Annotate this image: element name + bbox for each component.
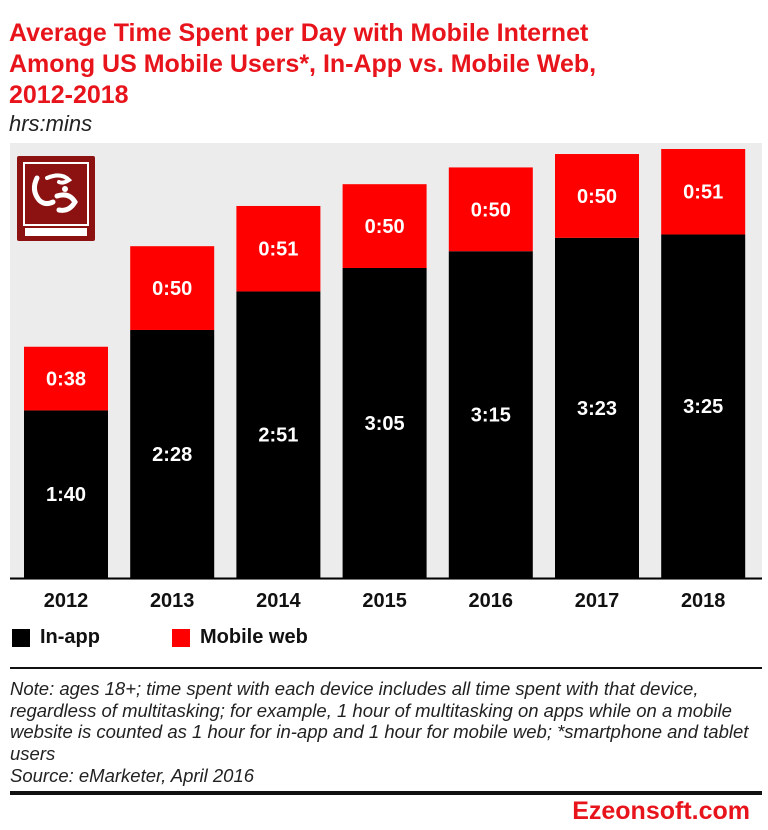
- chart-source: Source: eMarketer, April 2016: [10, 765, 255, 786]
- bar-mobile-web-2015: [342, 184, 427, 268]
- watermark: Ezeonsoft.com: [572, 797, 750, 825]
- data-label-mobile-web-2017: 0:50: [577, 186, 617, 208]
- data-label-mobile-web-2012: 0:38: [46, 369, 86, 391]
- x-tick-label-2014: 2014: [256, 590, 301, 612]
- data-label-in-app-2017: 3:23: [577, 398, 617, 420]
- x-tick-label-2013: 2013: [149, 590, 195, 612]
- chart-note: Note: ages 18+; time spent with each dev…: [10, 678, 749, 764]
- data-label-in-app-2018: 3:25: [683, 396, 723, 418]
- x-tick-label-2015: 2015: [362, 590, 407, 612]
- x-tick-label-2016: 2016: [468, 590, 514, 612]
- legend-item-mobile-web: Mobile web: [172, 626, 308, 649]
- legend-swatch-mobile-web: [172, 628, 190, 647]
- data-label-in-app-2014: 2:51: [258, 425, 298, 447]
- bar-in-app-2015: [342, 267, 427, 578]
- bar-mobile-web-2012: [24, 346, 108, 411]
- footer-divider-bottom: [10, 791, 762, 795]
- chart-title: Average Time Spent per Day with Mobile I…: [9, 19, 597, 109]
- x-tick-label-2017: 2017: [574, 590, 620, 612]
- x-tick-label-2012: 2012: [43, 590, 89, 612]
- plot-area: 1:40 0:38 2:28 0:50 2:51 0:51 3:05 0:50 3:15 0:50…: [10, 143, 762, 612]
- bar-in-app-2018: [661, 234, 746, 578]
- data-label-in-app-2015: 3:05: [365, 413, 405, 435]
- bar-in-app-2014: [236, 291, 321, 578]
- ezeonsoft-logo: [17, 156, 95, 241]
- bar-in-app-2013: [130, 329, 215, 578]
- bar-in-app-2017: [555, 237, 639, 578]
- legend-label-in-app: In-app: [40, 626, 100, 648]
- x-tick-label-2018: 2018: [680, 590, 726, 612]
- bar-in-app-2012: [24, 410, 108, 578]
- data-label-mobile-web-2015: 0:50: [365, 216, 405, 238]
- bar-mobile-web-2018: [661, 149, 746, 235]
- stacked-bar-chart: 1:40 0:38 2:28 0:50 2:51 0:51 3:05 0:50 3:15 0:50…: [10, 149, 762, 580]
- bar-mobile-web-2014: [236, 205, 321, 292]
- bar-in-app-2016: [448, 251, 533, 578]
- data-label-mobile-web-2013: 0:50: [152, 278, 192, 300]
- bar-mobile-web-2016: [448, 167, 533, 252]
- legend-label-mobile-web: Mobile web: [200, 626, 308, 648]
- data-label-mobile-web-2018: 0:51: [683, 182, 723, 204]
- footer-divider-top: [10, 667, 762, 669]
- data-label-mobile-web-2016: 0:50: [471, 199, 511, 221]
- bar-mobile-web-2017: [555, 154, 639, 238]
- data-label-in-app-2016: 3:15: [471, 405, 511, 427]
- data-label-mobile-web-2014: 0:51: [258, 239, 298, 261]
- legend-swatch-in-app: [12, 628, 30, 647]
- bar-mobile-web-2013: [130, 246, 215, 330]
- chart-subtitle: hrs:mins: [9, 111, 93, 136]
- data-label-in-app-2012: 1:40: [46, 484, 86, 506]
- data-label-in-app-2013: 2:28: [152, 444, 192, 466]
- legend-item-in-app: In-app: [12, 626, 100, 649]
